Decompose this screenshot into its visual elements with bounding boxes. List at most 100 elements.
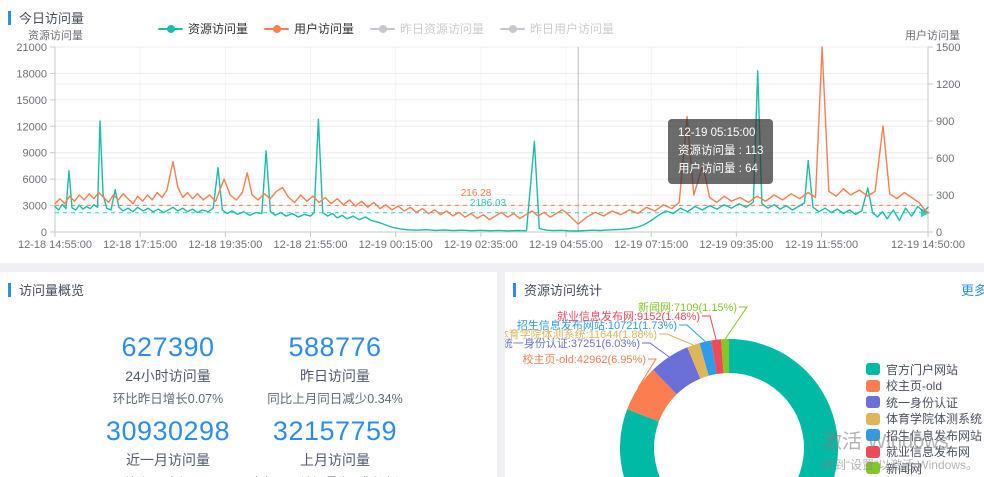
donut-legend-item-招生信息发布网站[interactable]: 招生信息发布网站 xyxy=(866,428,983,443)
legend-label: 校主页-old xyxy=(886,379,943,393)
stat-24h-visits: 627390 24小时访问量 环比昨日增长0.07% xyxy=(53,332,283,407)
legend-item-user[interactable]: 用户访问量 xyxy=(264,20,354,37)
more-link[interactable]: 更多 xyxy=(961,283,984,298)
stat-last-month-visits: 32157759 上月访问量 去年同月访问量为0或者未记录 xyxy=(220,416,450,477)
stat-value: 32157759 xyxy=(272,416,398,446)
line-chart[interactable]: 0 3000 6000 9000 12000 15000 18000 21000 0 300 600… xyxy=(0,0,984,263)
panel-overview-title: 访问量概览 xyxy=(8,280,84,299)
donut-legend-item-就业信息发布网[interactable]: 就业信息发布网 xyxy=(866,445,970,459)
pie-slice-校主页-old[interactable] xyxy=(627,369,677,422)
legend-item-yesterday-user[interactable]: 昨日用户访问量 xyxy=(500,20,614,37)
tooltip-time: 12-19 05:15:00 xyxy=(678,127,756,139)
stat-month-visits: 30930298 近一月访问量 环比上月减少0.04% xyxy=(53,416,283,477)
y-left-tick-label: 15000 xyxy=(16,95,47,107)
x-tick-label: 12-18 17:15:00 xyxy=(103,239,177,251)
donut-legend-item-体育学院体测系统[interactable]: 体育学院体测系统 xyxy=(866,412,982,426)
pie-slice-招生信息发布网站[interactable] xyxy=(699,340,717,376)
panel-resource-stats: 资源访问统计 更多 新闻网:7109(1.15%) 就业信息发布网:9152(1.… xyxy=(505,272,984,477)
pie-slice-体育学院体测系统[interactable] xyxy=(687,343,709,379)
stat-sublabel: 环比昨日增长0.07% xyxy=(112,392,224,407)
pie-label-统一身份认证: 统一身份认证:37251(6.03%) xyxy=(505,338,640,350)
donut-chart[interactable] xyxy=(505,272,984,477)
pie-label-就业信息发布网: 就业信息发布网:9152(1.48%) xyxy=(556,311,700,323)
legend-line-icon xyxy=(264,24,290,33)
panel-resource-title: 资源访问统计 xyxy=(513,280,602,299)
stat-label: 上月访问量 xyxy=(300,452,370,469)
y-left-tick-label: 9000 xyxy=(23,148,47,160)
x-tick-label: 12-19 09:35:00 xyxy=(699,239,773,251)
pie-slice-新闻网[interactable] xyxy=(721,339,729,374)
legend-dot-icon xyxy=(273,24,282,33)
title-marker xyxy=(8,282,11,297)
x-tick-label: 12-19 00:15:00 xyxy=(359,239,433,251)
stat-value: 588776 xyxy=(288,332,382,362)
pie-label-line xyxy=(642,342,670,358)
y-right-tick-label: 300 xyxy=(936,190,954,202)
pie-label-体育学院体测系统: 体育学院体测系统:11644(1.88%) xyxy=(505,329,657,341)
right-axis-name: 用户访问量 xyxy=(905,30,960,42)
donut-legend-item-官方门户网站[interactable]: 官方门户网站 xyxy=(866,362,959,377)
y-left-tick-label: 3000 xyxy=(23,201,47,213)
panel-today-title: 今日访问量 xyxy=(8,8,84,27)
title-marker xyxy=(8,10,11,25)
legend-label: 招生信息发布网站 xyxy=(886,428,983,443)
stat-label: 昨日访问量 xyxy=(300,368,370,385)
donut-legend-item-校主页-old[interactable]: 校主页-old xyxy=(866,379,942,393)
title-marker xyxy=(513,282,516,297)
stat-sublabel: 同比上月同日减少0.34% xyxy=(267,392,403,407)
x-tick-label: 12-19 02:35:00 xyxy=(444,239,518,251)
legend-line-icon xyxy=(500,24,526,33)
pie-label-新闻网: 新闻网:7109(1.15%) xyxy=(637,302,737,314)
stat-value: 627390 xyxy=(121,332,215,362)
pie-label-招生信息发布网站: 招生信息发布网站:10721(1.73%) xyxy=(516,320,677,332)
legend-swatch-icon xyxy=(866,379,880,392)
legend-swatch-icon xyxy=(866,412,880,425)
x-tick-label: 12-19 07:15:00 xyxy=(614,239,688,251)
legend-dot-icon xyxy=(167,24,175,33)
donut-legend-item-统一身份认证[interactable]: 统一身份认证 xyxy=(866,395,959,410)
pie-label-line xyxy=(724,306,748,340)
pie-slice-统一身份认证[interactable] xyxy=(653,347,701,395)
y-left-tick-label: 18000 xyxy=(16,68,47,80)
y-left-tick-label: 0 xyxy=(41,227,47,239)
stat-sublabel: 去年同月访问量为0或者未记录 xyxy=(220,472,450,477)
legend-item-resource[interactable]: 资源访问量 xyxy=(158,20,248,37)
pie-slice-官方门户网站[interactable] xyxy=(620,339,838,477)
legend-label: 新闻网 xyxy=(886,461,923,476)
legend-swatch-icon xyxy=(866,396,880,408)
legend-dot-icon xyxy=(379,24,388,33)
y-left-tick-label: 12000 xyxy=(16,121,47,133)
pie-label-校主页-old: 校主页-old:42962(6.95%) xyxy=(522,354,646,366)
series-line-用户访问量 xyxy=(54,46,929,225)
pie-slice-就业信息发布网[interactable] xyxy=(711,339,724,375)
y-right-tick-label: 1500 xyxy=(936,42,960,54)
y-left-tick-label: 6000 xyxy=(23,174,47,186)
donut-legend-item-新闻网[interactable]: 新闻网 xyxy=(866,461,923,476)
series-line-资源访问量 xyxy=(54,70,929,232)
markline-label: 2186.03 xyxy=(470,198,507,209)
pie-label-line xyxy=(659,333,694,346)
panel-visits-overview: 访问量概览 627390 24小时访问量 环比昨日增长0.07% 588776 … xyxy=(0,272,497,477)
legend-item-yesterday-resource[interactable]: 昨日资源访问量 xyxy=(370,20,484,37)
legend-swatch-icon xyxy=(866,429,880,441)
chart-tooltip: 12-19 05:15:00 资源访问量 : 113 用户访问量 : 64 xyxy=(668,119,774,185)
x-tick-label: 12-19 14:50:00 xyxy=(891,239,965,251)
left-axis-name: 资源访问量 xyxy=(28,30,83,42)
legend-line-icon xyxy=(370,24,396,33)
chart-legend: 资源访问量 用户访问量 昨日资源访问量 昨日用户访问量 xyxy=(158,20,614,37)
x-tick-label: 12-19 04:55:00 xyxy=(529,239,603,251)
legend-label: 官方门户网站 xyxy=(886,362,959,377)
legend-swatch-icon xyxy=(866,445,880,458)
stat-value: 30930298 xyxy=(105,416,231,446)
legend-label: 就业信息发布网 xyxy=(886,445,971,459)
legend-label: 统一身份认证 xyxy=(886,395,959,410)
stat-label: 近一月访问量 xyxy=(126,452,210,469)
x-tick-label: 12-18 19:35:00 xyxy=(188,239,262,251)
legend-label: 体育学院体测系统 xyxy=(886,412,983,426)
panel-today-visits: 今日访问量 资源访问量 用户访问量 资源访问量 用户访问量 昨日资源访问量 昨日… xyxy=(0,0,984,263)
y-right-tick-label: 900 xyxy=(936,116,954,128)
stat-label: 24小时访问量 xyxy=(125,368,211,385)
page-title: 今日访问量 xyxy=(19,11,85,26)
stat-yesterday-visits: 588776 昨日访问量 同比上月同日减少0.34% xyxy=(220,332,450,407)
